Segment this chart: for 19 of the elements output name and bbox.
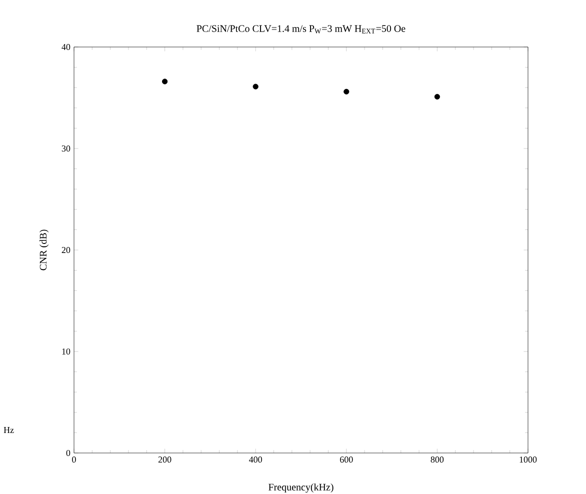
- x-tick-label: 200: [158, 456, 172, 463]
- y-tick-label: 10: [62, 348, 70, 355]
- chart-title: PC/SiN/PtCo CLV=1.4 m/s P$_{W}$=3 mW H$_{EXT}$=50 Oe: [196, 25, 406, 34]
- point: [252, 84, 258, 90]
- point: [434, 94, 440, 100]
- x-tick-label: 800: [430, 456, 444, 463]
- y-tick-label: 20: [62, 246, 70, 254]
- x-tick-label: 600: [340, 456, 353, 463]
- y-tick-label: 30: [62, 145, 70, 152]
- x-tick-label: 400: [249, 456, 262, 463]
- y-tick-label: 40: [62, 44, 70, 50]
- text: Hz: [4, 427, 14, 433]
- point: [344, 88, 350, 94]
- x-tick-label: 0: [72, 456, 76, 463]
- x-tick-label: 1000: [520, 456, 537, 463]
- point: [162, 78, 168, 84]
- y-tick-label: 0: [66, 450, 70, 456]
- x-axis-title: Frequency(kHz): [268, 483, 334, 493]
- y-axis-title: CNR (dB): [40, 230, 49, 270]
